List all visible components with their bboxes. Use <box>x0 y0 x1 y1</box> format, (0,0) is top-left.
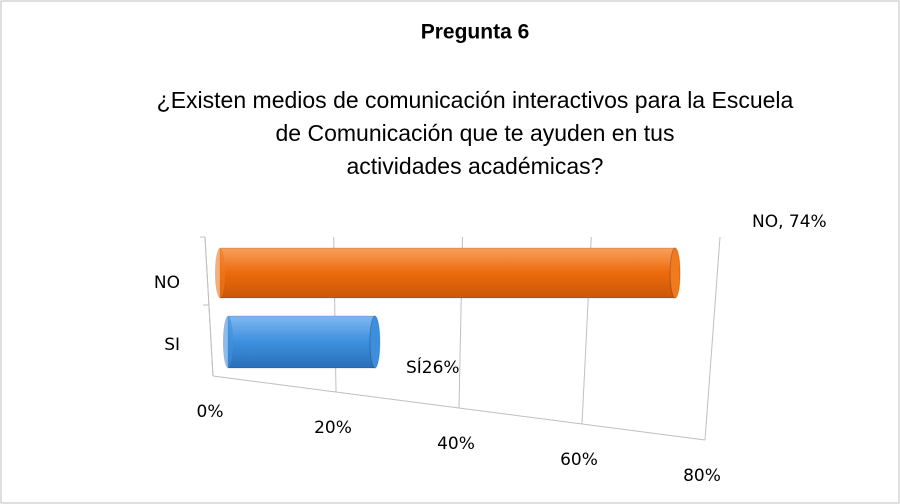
chart-subtitle: ¿Existen medios de comunicación interact… <box>157 87 794 179</box>
bar-base <box>223 316 233 368</box>
grid-line <box>704 236 721 441</box>
bar-base <box>215 248 225 298</box>
bar <box>227 315 376 369</box>
y-tick-label: SI <box>164 335 180 355</box>
x-tick-label: 20% <box>314 418 352 438</box>
x-tick-label: 60% <box>560 450 598 470</box>
chart-title: Pregunta 6 <box>421 21 530 44</box>
x-tick-label: 80% <box>683 466 721 486</box>
y-tick-label: NO <box>154 273 180 293</box>
bar-cap <box>669 247 681 299</box>
grid-line <box>204 236 214 377</box>
data-label: SÍ26% <box>406 356 460 378</box>
bar-cap <box>369 315 381 369</box>
x-tick-label: 40% <box>437 434 475 454</box>
x-tick-label: 0% <box>197 402 224 422</box>
data-label: NO, 74% <box>752 212 827 232</box>
bar <box>219 247 676 299</box>
